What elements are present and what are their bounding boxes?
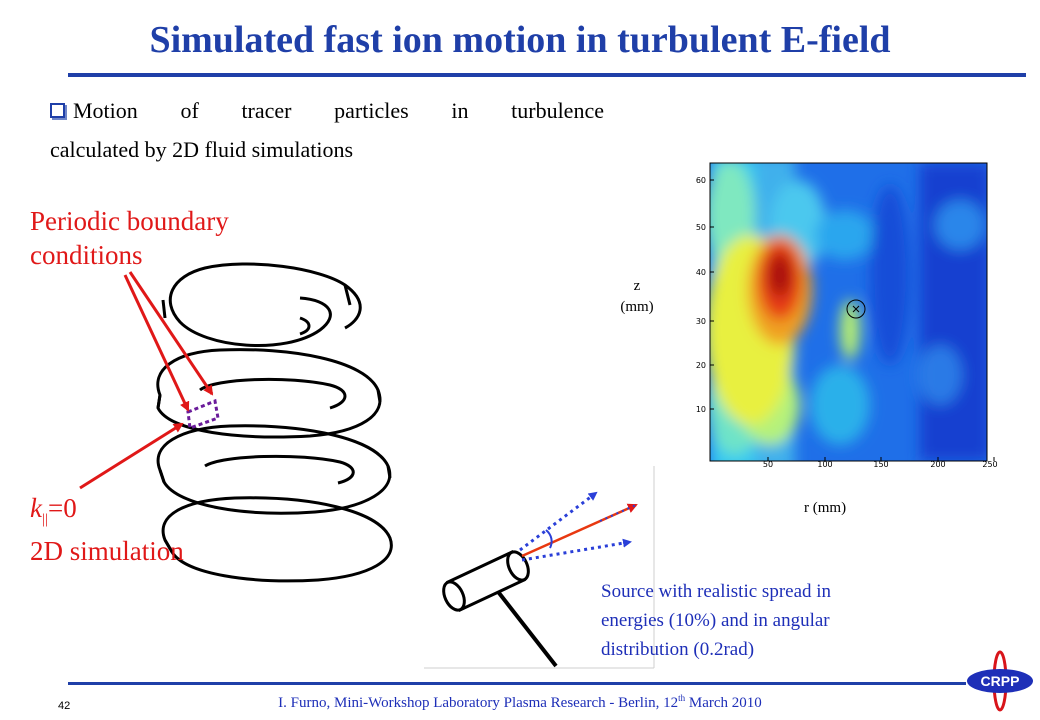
source-line-1: Source with realistic spread in — [601, 581, 832, 602]
spread-angle-arc — [545, 529, 553, 549]
periodic-label-line-2: conditions — [30, 240, 143, 270]
bullet-box-icon — [50, 103, 65, 118]
helix-ribbon — [156, 262, 393, 583]
beam-center — [521, 503, 638, 558]
bullet-word-of: of — [180, 98, 199, 123]
x-tick-200: 200 — [930, 460, 945, 469]
k-letter: k — [30, 493, 42, 523]
footer-citation: I. Furno, Mini-Workshop Laboratory Plasm… — [0, 693, 1040, 712]
crpp-logo: CRPP — [967, 650, 1033, 712]
bullet-word-motion: Motion — [73, 98, 138, 123]
r-axis-label: r (mm) — [804, 500, 847, 516]
sim-2d-line: 2D simulation — [30, 536, 184, 567]
z-label-line-2: (mm) — [620, 299, 654, 315]
periodic-label-line-1: Periodic boundary — [30, 206, 229, 236]
y-axis-ticks: 10 20 30 40 50 60 — [696, 176, 714, 414]
page-number: 42 — [58, 700, 71, 712]
beam-lower — [521, 538, 632, 562]
bullet-word-particles: particles — [334, 98, 409, 123]
x-tick-250: 250 — [982, 460, 997, 469]
periodic-arrow-2 — [128, 271, 214, 396]
x-axis-ticks: 50 100 150 200 250 — [763, 457, 998, 469]
tracer-marker-icon — [846, 299, 866, 319]
y-tick-40: 40 — [696, 268, 706, 277]
k-rest: =0 — [48, 493, 77, 523]
boundary-box — [186, 398, 220, 431]
footer-superscript: th — [678, 693, 686, 703]
beam-upper — [519, 491, 598, 552]
crpp-logo-text: CRPP — [981, 673, 1020, 689]
x-tick-150: 150 — [873, 460, 888, 469]
source-line-3: distribution (0.2rad) — [601, 639, 755, 660]
y-tick-30: 30 — [696, 317, 706, 326]
x-tick-50: 50 — [763, 460, 773, 469]
bullet-line-1: Motion of tracer particles in turbulence — [50, 98, 604, 124]
y-tick-50: 50 — [696, 223, 706, 232]
turbulence-heatmap: 10 20 30 40 50 60 50 100 150 200 250 — [696, 162, 998, 469]
z-axis-label: z (mm) — [612, 276, 662, 318]
kpar-arrow — [79, 422, 184, 490]
z-label-line-1: z — [633, 278, 641, 294]
y-tick-60: 60 — [696, 176, 706, 185]
footer-text-after: March 2010 — [685, 695, 762, 711]
bullet-line-2: calculated by 2D fluid simulations — [50, 137, 354, 162]
kpar-label: k||=0 2D simulation — [30, 492, 184, 567]
periodic-arrow-1 — [123, 274, 190, 412]
source-description: Source with realistic spread in energies… — [601, 577, 901, 664]
bullet-word-turbulence: turbulence — [511, 98, 604, 123]
bullet-word-tracer: tracer — [241, 98, 292, 123]
y-tick-10: 10 — [696, 405, 706, 414]
source-line-2: energies (10%) and in angular — [601, 610, 830, 631]
footer-text-before: I. Furno, Mini-Workshop Laboratory Plasm… — [278, 695, 679, 711]
beam-center-dots — [599, 504, 637, 522]
particle-source-icon — [442, 549, 558, 668]
bullet-word-in: in — [451, 98, 469, 123]
x-tick-100: 100 — [817, 460, 832, 469]
k-subscript: || — [41, 511, 48, 528]
slide-title: Simulated fast ion motion in turbulent E… — [149, 19, 891, 61]
periodic-boundary-label: Periodic boundary conditions — [30, 204, 229, 272]
bullet-word: Motion — [50, 98, 138, 124]
y-tick-20: 20 — [696, 361, 706, 370]
kpar-line: k||=0 — [30, 492, 184, 535]
footer-divider — [68, 682, 966, 685]
title-divider — [68, 73, 1026, 77]
